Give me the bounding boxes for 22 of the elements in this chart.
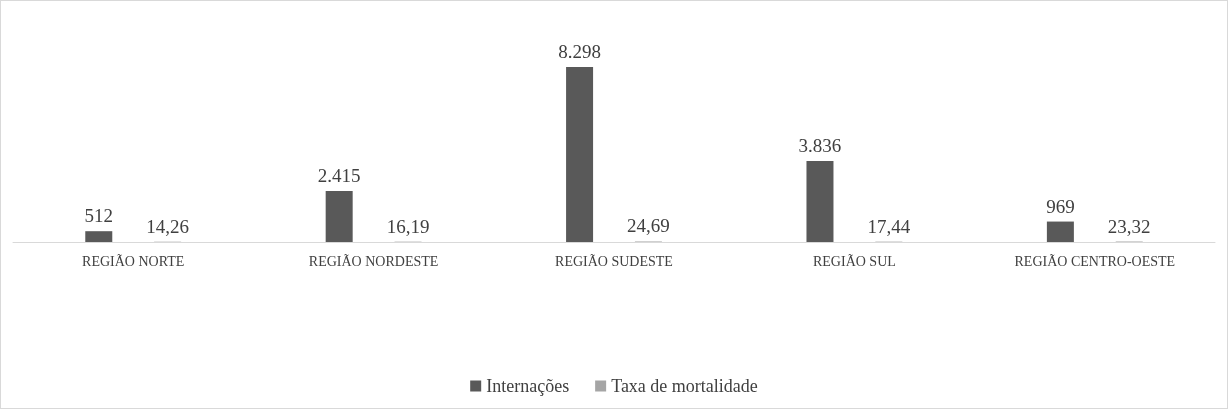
bar (806, 161, 834, 242)
data-label: 969 (1046, 195, 1075, 217)
data-label: 16,19 (386, 215, 430, 237)
data-label: 23,32 (1107, 215, 1151, 237)
data-label: 512 (84, 205, 114, 227)
data-label: 14,26 (146, 215, 189, 237)
data-label: 3.836 (798, 135, 842, 157)
x-tick-label: REGIÃO SUL (812, 253, 896, 269)
x-tick-label: REGIÃO NORDESTE (308, 253, 439, 269)
data-label: 8.298 (558, 40, 601, 62)
x-tick-label: REGIÃO CENTRO-OESTE (1014, 253, 1176, 269)
data-label: 17,44 (867, 215, 911, 237)
bar (1046, 221, 1074, 242)
bar (566, 66, 594, 242)
x-tick-label: REGIÃO NORTE (82, 253, 185, 269)
data-label: 2.415 (317, 165, 361, 187)
x-tick-label: REGIÃO SUDESTE (555, 253, 673, 269)
legend-label: Taxa de mortalidade (611, 376, 758, 396)
bar (325, 191, 353, 242)
bar (85, 231, 113, 242)
data-label: 24,69 (627, 215, 670, 237)
legend-label: Internações (486, 376, 570, 396)
